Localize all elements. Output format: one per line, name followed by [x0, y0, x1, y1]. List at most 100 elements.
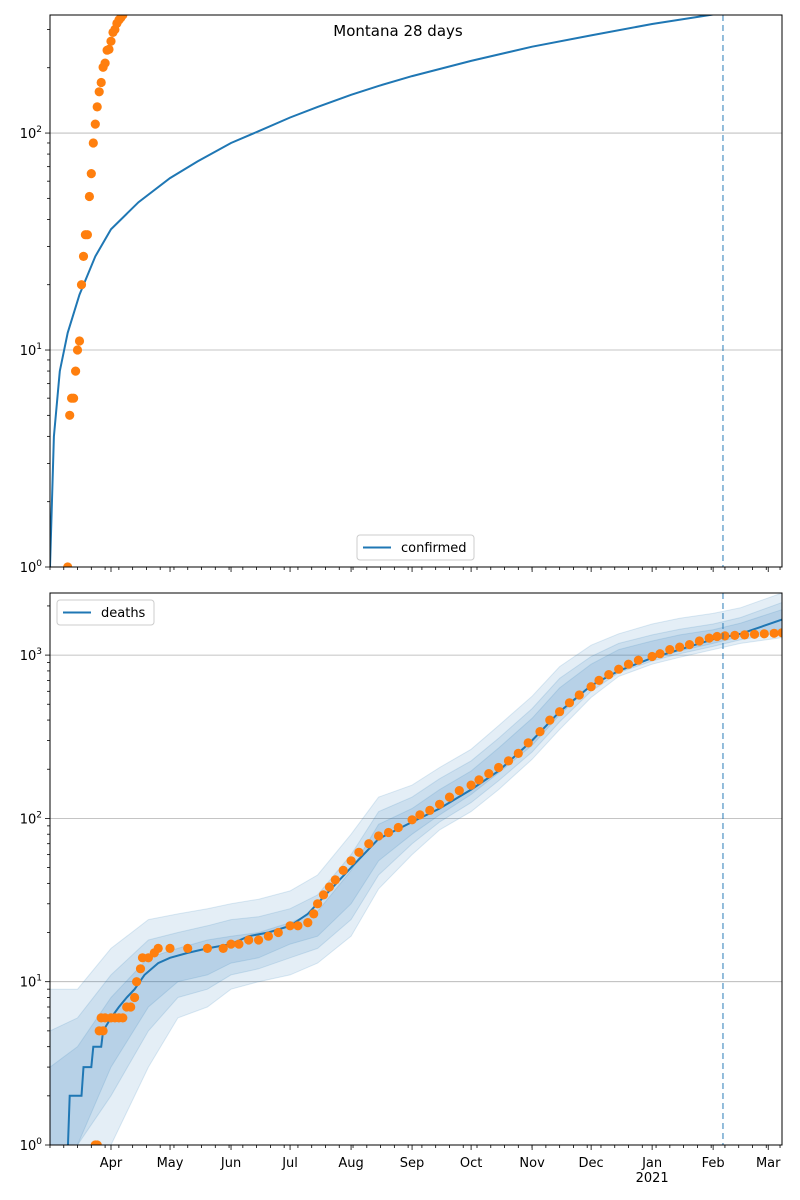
data-point: [759, 629, 769, 639]
data-point: [545, 715, 555, 725]
data-point: [69, 393, 79, 403]
data-point: [684, 640, 695, 650]
data-point: [712, 631, 722, 642]
data-point: [346, 856, 356, 866]
data-point: [96, 77, 106, 88]
data-point: [675, 642, 685, 652]
data-point: [494, 762, 504, 773]
data-point: [226, 939, 236, 949]
data-point: [293, 921, 303, 931]
data-point: [313, 899, 323, 909]
x-tick-label: Feb: [702, 1156, 725, 1171]
x-tick-label: Mar: [756, 1156, 781, 1171]
data-point: [273, 927, 283, 938]
data-point: [263, 931, 273, 941]
data-point: [425, 805, 435, 816]
legend: confirmed: [356, 534, 475, 561]
data-point: [555, 707, 565, 717]
uncertainty-band-1: [50, 593, 782, 1145]
y-tick-label: 102: [20, 125, 42, 142]
data-point: [65, 410, 75, 420]
y-tick-exponent: 3: [36, 647, 42, 657]
data-point: [720, 631, 730, 641]
data-point: [393, 822, 403, 833]
data-point: [749, 629, 760, 639]
data-point: [72, 345, 83, 355]
data-point: [374, 831, 384, 841]
legend-box: [356, 534, 475, 561]
plot-area: [50, 593, 782, 1145]
legend-label: deaths: [101, 606, 146, 621]
uncertainty-band-2: [50, 601, 782, 1145]
series-line-confirmed: [50, 15, 717, 567]
data-point: [90, 119, 100, 129]
data-point: [165, 943, 175, 954]
data-point: [244, 935, 254, 945]
data-point: [535, 727, 545, 737]
x-tick-label: Sep: [400, 1156, 425, 1171]
data-point: [769, 628, 779, 638]
data-point: [84, 191, 94, 202]
data-point: [647, 651, 657, 662]
data-point: [118, 1013, 128, 1023]
y-tick-label: 100: [20, 559, 43, 576]
x-tick-label: Nov: [519, 1156, 545, 1171]
data-point: [135, 964, 146, 974]
data-point: [513, 748, 523, 759]
data-point: [574, 690, 584, 700]
data-point: [92, 1140, 102, 1145]
data-point: [407, 815, 417, 825]
data-point: [604, 670, 614, 680]
y-tick-exponent: 2: [36, 810, 42, 820]
y-tick-exponent: 1: [36, 342, 42, 352]
data-point: [324, 882, 334, 892]
data-point: [454, 786, 464, 796]
data-point: [82, 230, 92, 240]
x-tick-label: May: [157, 1156, 184, 1171]
data-point: [218, 943, 228, 954]
data-point: [202, 943, 212, 954]
data-point: [777, 628, 782, 638]
data-point: [318, 890, 329, 900]
x-tick-sublabel: 2021: [636, 1171, 669, 1186]
data-point: [415, 810, 425, 820]
data-point: [92, 102, 102, 112]
y-tick-label: 102: [20, 810, 42, 827]
legend-label: confirmed: [401, 541, 467, 556]
data-point: [730, 630, 740, 641]
data-point: [106, 36, 116, 46]
y-tick-label: 103: [20, 647, 42, 664]
data-point: [633, 655, 644, 665]
data-point: [694, 636, 705, 646]
legend-box: [56, 599, 155, 626]
axes-frame: [49, 14, 783, 568]
data-point: [665, 645, 675, 655]
data-point: [364, 839, 374, 849]
data-point: [484, 769, 494, 779]
data-point: [88, 138, 98, 148]
data-point: [704, 633, 714, 643]
data-point: [309, 909, 319, 919]
data-point: [71, 366, 81, 376]
y-tick-exponent: 0: [36, 559, 42, 569]
y-tick-label: 100: [20, 1137, 43, 1154]
x-tick-label: Dec: [579, 1156, 604, 1171]
x-tick-label: Aug: [338, 1156, 363, 1171]
data-point: [153, 943, 163, 954]
x-tick-label: Oct: [460, 1156, 482, 1171]
data-point: [466, 780, 476, 790]
y-tick-label: 101: [20, 974, 42, 991]
plot-area: [50, 15, 717, 567]
data-point: [126, 1002, 136, 1012]
data-point: [130, 992, 140, 1003]
data-point: [285, 921, 295, 931]
data-point: [118, 15, 128, 20]
data-point: [104, 44, 114, 55]
data-point: [354, 847, 364, 857]
y-tick-exponent: 1: [36, 974, 42, 984]
data-point: [474, 775, 484, 785]
y-tick-label: 101: [20, 342, 42, 359]
data-point: [503, 756, 514, 766]
